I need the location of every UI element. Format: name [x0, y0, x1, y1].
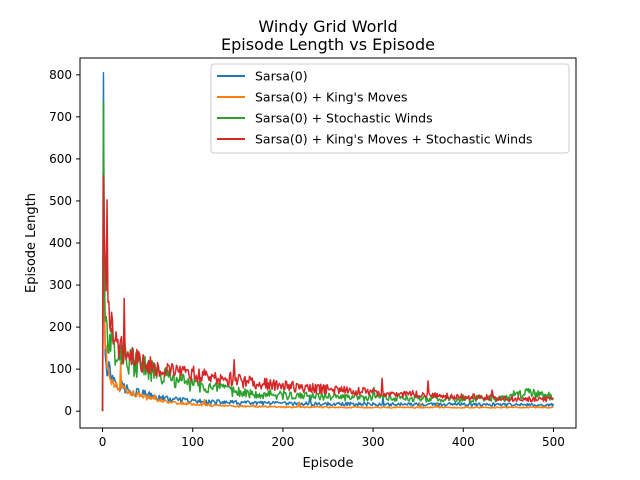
y-tick-label: 200 [49, 320, 72, 334]
legend-label: Sarsa(0) + Stochastic Winds [255, 111, 433, 126]
y-tick-label: 400 [49, 236, 72, 250]
x-tick-label: 0 [99, 435, 107, 449]
x-tick-label: 400 [452, 435, 475, 449]
x-tick-label: 300 [362, 435, 385, 449]
legend-frame [210, 63, 570, 154]
x-tick-label: 200 [271, 435, 294, 449]
legend: Sarsa(0) Sarsa(0) + King's Moves Sarsa(0) … [210, 63, 570, 154]
y-tick-label: 600 [49, 152, 72, 166]
series-line [101, 174, 554, 412]
chart-subtitle: Episode Length vs Episode [221, 35, 435, 54]
series-layer [101, 71, 555, 412]
chart-title: Windy Grid World [258, 17, 397, 36]
legend-label: Sarsa(0) + King's Moves [255, 90, 408, 105]
y-tick-label: 700 [49, 110, 72, 124]
x-tick-label: 100 [181, 435, 204, 449]
legend-label: Sarsa(0) [255, 69, 308, 84]
x-axis-label: Episode [302, 456, 353, 471]
y-tick-label: 800 [49, 68, 72, 82]
series-line [101, 246, 554, 412]
x-tick-label: 500 [542, 435, 565, 449]
x-axis: 0 100 200 300 400 500 [99, 428, 565, 449]
y-tick-label: 0 [64, 404, 72, 418]
series-line [101, 71, 555, 412]
y-axis: 0 100 200 300 400 500 600 700 800 [49, 68, 80, 418]
y-tick-label: 300 [49, 278, 72, 292]
y-tick-label: 100 [49, 362, 72, 376]
y-tick-label: 500 [49, 194, 72, 208]
legend-label: Sarsa(0) + King's Moves + Stochastic Win… [255, 132, 533, 147]
y-axis-label: Episode Length [24, 193, 39, 293]
